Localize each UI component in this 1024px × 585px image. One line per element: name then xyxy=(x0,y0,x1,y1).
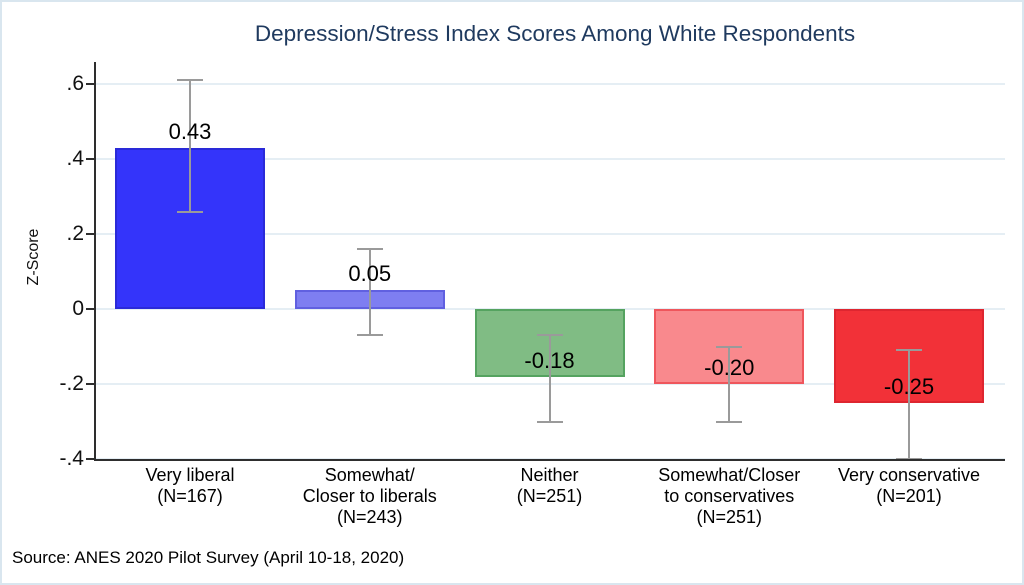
error-bar-cap-top xyxy=(356,248,383,250)
y-tick-label: 0 xyxy=(72,297,84,320)
gridline xyxy=(96,83,1005,85)
error-bar xyxy=(728,346,731,422)
error-bar-cap-bottom xyxy=(716,420,743,423)
error-bar-cap-top xyxy=(177,79,203,82)
y-axis-tick xyxy=(86,383,95,385)
x-category-label: Very conservative (N=201) xyxy=(804,465,1014,507)
x-category-label-line: Very conservative xyxy=(837,465,981,485)
y-axis-tick xyxy=(86,308,95,310)
y-axis-tick xyxy=(86,83,95,85)
y-axis-line xyxy=(94,62,96,461)
value-label: -0.25 xyxy=(883,373,935,399)
y-axis-tick xyxy=(86,158,95,160)
y-axis-tick xyxy=(86,458,95,460)
error-bar-cap-bottom xyxy=(536,420,563,423)
y-tick-label: .4 xyxy=(66,147,84,170)
chart-title: Depression/Stress Index Scores Among Whi… xyxy=(254,21,856,46)
y-tick-label: .6 xyxy=(66,72,84,95)
gridline xyxy=(96,158,1005,160)
x-category-label-line: (N=251) xyxy=(516,486,583,506)
error-bar-cap-top xyxy=(716,345,743,348)
x-category-label-line: (N=243) xyxy=(336,507,403,527)
x-category-label-line: to conservatives xyxy=(664,486,795,506)
gridline xyxy=(96,383,1005,385)
x-category-label-line: Closer to liberals xyxy=(302,486,437,506)
y-axis-label: Z-Score xyxy=(25,228,42,286)
x-category-label-line: Somewhat/Closer xyxy=(658,465,801,485)
x-category-label-line: (N=201) xyxy=(876,486,942,506)
error-bar xyxy=(548,335,551,422)
y-tick-label: .2 xyxy=(66,222,84,245)
error-bar xyxy=(189,80,191,212)
x-axis-line xyxy=(94,459,1005,461)
error-bar xyxy=(908,350,910,459)
value-label: -0.20 xyxy=(704,355,755,380)
x-category-label-line: (N=251) xyxy=(696,507,763,527)
error-bar xyxy=(368,249,371,336)
gridline xyxy=(96,233,1005,235)
value-label: 0.05 xyxy=(348,261,392,287)
x-category-label-line: Neither xyxy=(520,465,579,485)
x-category-label-line: Very liberal xyxy=(145,465,235,485)
x-category-label: Somewhat/Closer to liberals (N=243) xyxy=(265,465,475,528)
y-axis-tick xyxy=(86,233,95,235)
x-category-label-line: Somewhat/ xyxy=(324,465,415,485)
x-category-label-line: (N=167) xyxy=(157,486,223,506)
error-bar-cap-bottom xyxy=(356,334,383,337)
x-category-label: Neither (N=251) xyxy=(445,465,655,507)
value-label: 0.43 xyxy=(168,118,212,144)
x-category-label: Somewhat/Closer to conservatives (N=251) xyxy=(624,465,834,528)
source-note: Source: ANES 2020 Pilot Survey (April 10… xyxy=(12,548,405,567)
error-bar-cap-bottom xyxy=(177,210,203,213)
y-tick-label: -.4 xyxy=(59,447,84,470)
error-bar-cap-top xyxy=(536,334,563,337)
x-category-label: Very liberal (N=167) xyxy=(85,465,295,507)
y-tick-label: -.2 xyxy=(59,372,84,395)
error-bar-cap-top xyxy=(896,349,922,352)
value-label: -0.18 xyxy=(524,347,575,373)
